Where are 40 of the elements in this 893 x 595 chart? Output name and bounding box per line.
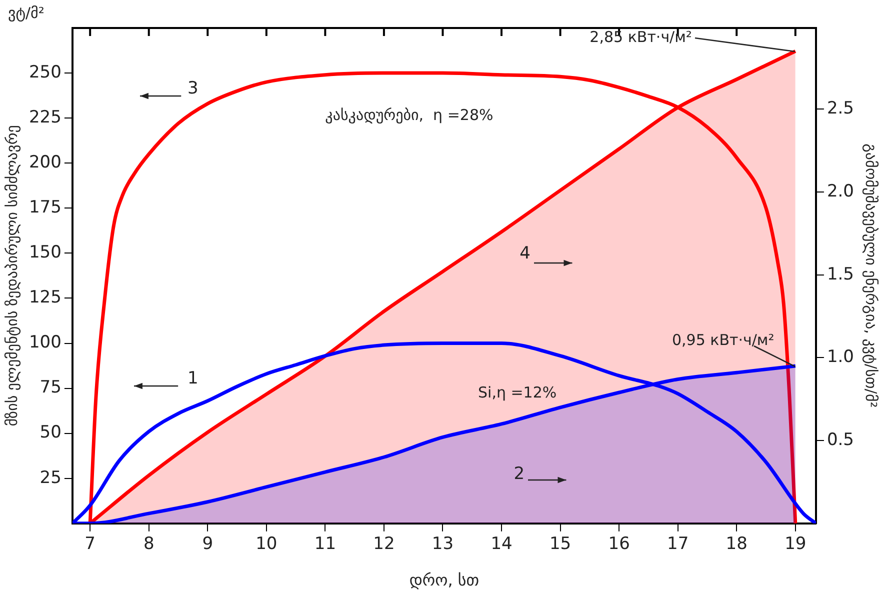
x-tick-label: 11 <box>314 534 336 554</box>
x-tick-label: 15 <box>549 534 572 554</box>
x-tick-label: 14 <box>490 534 512 554</box>
y-tick-label: 125 <box>28 288 62 308</box>
series-label: 3 <box>188 78 198 98</box>
x-tick-label: 18 <box>726 534 748 554</box>
y-tick-label: 175 <box>28 198 62 218</box>
y2-tick-label: 0.5 <box>826 430 854 450</box>
y2-tick-label: 2.0 <box>826 181 854 202</box>
y2-tick-label: 1.5 <box>826 264 854 284</box>
annotation: 0,95 кВт·ч/м² <box>672 331 774 350</box>
series-label: 2 <box>514 464 525 484</box>
y2-tick-label: 2.5 <box>826 98 854 119</box>
text: ვტ/მ² <box>8 4 44 22</box>
y-tick-label: 200 <box>28 152 62 173</box>
x-tick-label: 12 <box>373 534 395 554</box>
y2-tick-label: 1.0 <box>826 347 854 368</box>
y-tick-label: 25 <box>40 468 62 488</box>
annotation: 2,85 кВт·ч/м² <box>590 28 692 46</box>
annotation: Si,η =12% <box>478 384 557 402</box>
x-tick-label: 17 <box>667 534 689 554</box>
y-tick-label: 225 <box>28 107 62 128</box>
x-tick-label: 10 <box>256 534 278 554</box>
y-tick-label: 75 <box>40 378 62 398</box>
y-axis-title: მზის ელემენტის ზედაპირული სიმძლავრე <box>2 125 21 426</box>
series-label: 4 <box>520 244 530 264</box>
x-tick-label: 8 <box>143 534 154 554</box>
y-tick-label: 150 <box>28 242 62 263</box>
annotation: კასკადურები, η =28% <box>325 106 494 124</box>
x-axis-title: დრო, სთ <box>409 570 480 590</box>
y-tick-label: 100 <box>28 332 62 353</box>
y-tick-label: 50 <box>40 422 62 443</box>
series-label: 1 <box>188 368 198 388</box>
x-tick-label: 13 <box>432 534 454 554</box>
y-tick-label: 250 <box>28 62 62 82</box>
x-tick-label: 19 <box>784 534 806 554</box>
x-tick-label: 7 <box>84 534 96 554</box>
x-tick-label: 9 <box>202 534 214 554</box>
y2-axis-title: გამომუშავებული ენერგია, კვტ/სთ/მ² <box>862 144 880 408</box>
x-tick-label: 16 <box>608 534 630 554</box>
